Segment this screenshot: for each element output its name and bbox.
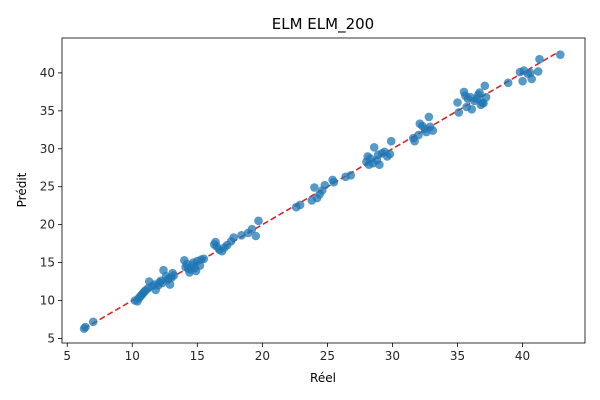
x-tick-label: 15 — [190, 349, 205, 363]
data-point — [199, 254, 209, 264]
data-point — [385, 149, 395, 159]
data-point — [481, 92, 491, 102]
y-tick-label: 40 — [40, 66, 55, 80]
data-point — [329, 177, 339, 187]
y-tick-label: 10 — [40, 294, 55, 308]
data-point — [310, 183, 319, 192]
data-point — [475, 88, 484, 97]
data-point — [518, 76, 527, 86]
data-point — [346, 171, 356, 180]
y-tick-label: 20 — [40, 218, 55, 232]
data-point — [454, 108, 464, 117]
data-point — [527, 74, 536, 84]
data-point — [254, 216, 263, 226]
data-point — [320, 180, 330, 190]
x-axis-ticks: 5 10 15 20 25 30 35 40 — [63, 343, 530, 363]
data-point — [295, 200, 305, 210]
data-point — [535, 54, 544, 64]
x-tick-label: 40 — [515, 349, 530, 363]
chart-title: ELM ELM_200 — [272, 15, 374, 34]
data-point — [237, 231, 246, 240]
y-tick-label: 15 — [40, 256, 55, 270]
x-tick-label: 25 — [320, 349, 335, 363]
data-points — [79, 50, 565, 333]
data-point — [503, 78, 513, 88]
data-point — [229, 233, 238, 242]
data-point — [375, 160, 384, 169]
x-tick-label: 30 — [385, 349, 400, 363]
data-point — [369, 143, 379, 152]
data-point — [424, 112, 434, 122]
data-point — [533, 67, 543, 76]
plot-frame — [61, 37, 586, 344]
y-tick-label: 5 — [47, 331, 55, 345]
y-axis-title: Prédit — [15, 172, 29, 207]
x-tick-label: 5 — [63, 349, 71, 363]
data-point — [81, 322, 90, 332]
x-tick-label: 35 — [450, 349, 465, 363]
data-point — [467, 105, 477, 114]
data-point — [556, 50, 565, 59]
data-point — [414, 130, 423, 140]
data-point — [453, 98, 462, 107]
data-point — [165, 280, 175, 289]
y-tick-label: 25 — [40, 180, 55, 194]
x-axis-title: Réel — [310, 371, 336, 385]
data-point — [410, 136, 419, 146]
data-point — [480, 81, 490, 91]
data-point — [169, 271, 179, 280]
data-point — [386, 136, 396, 146]
y-tick-label: 30 — [40, 142, 55, 156]
data-point — [247, 224, 257, 234]
x-tick-label: 20 — [255, 349, 270, 363]
y-tick-label: 35 — [40, 104, 55, 118]
data-point — [88, 317, 98, 327]
data-point — [428, 126, 438, 135]
y-axis-ticks: 5 10 15 20 25 30 35 40 — [40, 66, 62, 345]
x-tick-label: 10 — [125, 349, 140, 363]
data-point — [251, 231, 261, 241]
